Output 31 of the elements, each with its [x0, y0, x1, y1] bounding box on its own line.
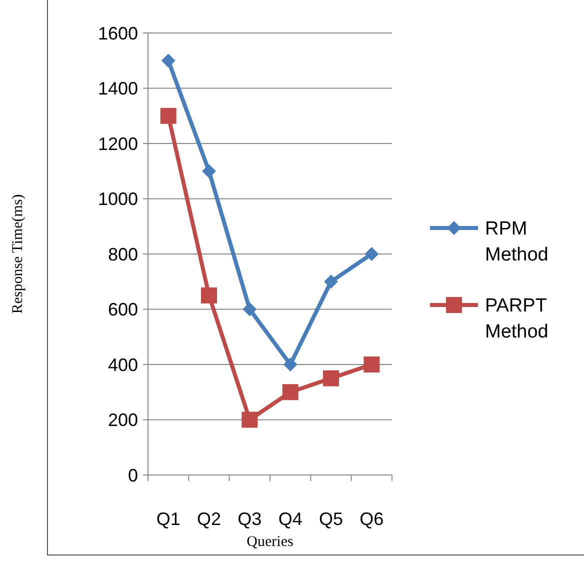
x-tick-label: Q4	[278, 509, 302, 529]
y-tick-label: 400	[108, 354, 138, 375]
y-tick-label: 1200	[98, 134, 138, 154]
point	[202, 164, 216, 178]
legend-label: PARPT Method	[485, 296, 548, 342]
point	[323, 370, 339, 386]
point	[242, 302, 257, 316]
y-axis-title: Response Time(ms)	[10, 194, 26, 314]
x-tick-label: Q2	[196, 509, 222, 529]
x-tick-label: Q1	[156, 509, 180, 529]
point	[160, 108, 176, 124]
y-tick-label: 800	[108, 244, 138, 264]
y-tick-label: 1000	[98, 189, 138, 210]
point	[161, 54, 176, 68]
point	[201, 287, 217, 304]
point	[283, 358, 298, 372]
point	[282, 384, 298, 400]
y-tick-label: 600	[108, 300, 138, 320]
point	[364, 356, 380, 372]
y-tick-label: 200	[108, 410, 138, 430]
x-tick-label: Q6	[360, 509, 384, 529]
legend-label: RPM Method	[485, 218, 548, 266]
point	[242, 412, 258, 428]
y-tick-label: 0	[128, 465, 138, 486]
y-tick-label: 1600	[98, 23, 138, 44]
x-axis-title: Queries	[246, 534, 294, 550]
x-tick-label: Q3	[238, 509, 262, 529]
point	[324, 274, 338, 289]
point	[364, 247, 379, 261]
y-tick-label: 1400	[98, 78, 138, 99]
x-tick-label: Q5	[318, 509, 344, 529]
